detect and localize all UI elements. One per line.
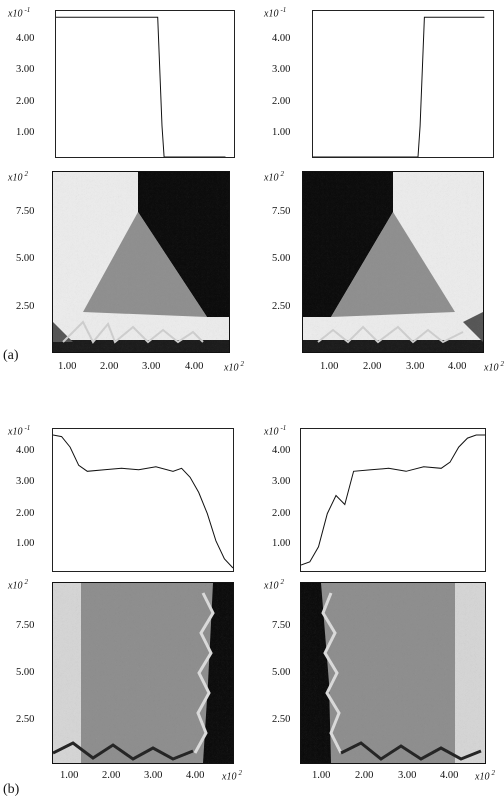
y-tick: 7.50 [16, 206, 35, 217]
y-exponent-label: x10 -1 [264, 6, 287, 20]
x-tick: 3.00 [398, 770, 417, 781]
panel-b-left-curve: x10 -1 4.00 3.00 2.00 1.00 [0, 420, 256, 575]
x-tick: 3.00 [144, 770, 163, 781]
y-tick: 4.00 [16, 445, 35, 456]
x-exponent-label: x10 2 [224, 360, 244, 374]
y-exponent-label: x10 -1 [264, 424, 287, 438]
y-tick: 7.50 [272, 620, 291, 631]
y-tick: 7.50 [16, 620, 35, 631]
y-tick: 2.00 [16, 508, 35, 519]
x-tick: 4.00 [185, 361, 204, 372]
y-tick: 2.50 [16, 301, 35, 312]
y-tick: 3.00 [272, 476, 291, 487]
x-tick: 2.00 [363, 361, 382, 372]
panel-b-left-image: x10 2 7.50 5.00 2.50 1.00 2.00 3.00 4.00 … [0, 578, 256, 782]
y-tick: 3.00 [16, 64, 35, 75]
x-tick: 1.00 [58, 361, 77, 372]
x-exponent-label: x10 2 [222, 769, 242, 783]
y-tick: 1.00 [16, 538, 35, 549]
density-image [52, 582, 234, 764]
y-exponent-label: x10 2 [8, 170, 28, 184]
x-tick: 4.00 [440, 770, 459, 781]
y-tick: 2.00 [16, 96, 35, 107]
x-tick: 3.00 [406, 361, 425, 372]
y-tick: 2.50 [272, 301, 291, 312]
y-exponent-label: x10 2 [264, 170, 284, 184]
y-tick: 1.00 [272, 127, 291, 138]
y-exponent-label: x10 2 [264, 578, 284, 592]
y-exponent-label: x10 2 [8, 578, 28, 592]
density-image [52, 171, 230, 353]
panel-b-right-image: x10 2 7.50 5.00 2.50 1.00 2.00 3.00 4.00 … [256, 578, 504, 782]
curve-plot [312, 10, 494, 158]
y-tick: 3.00 [272, 64, 291, 75]
y-tick: 5.00 [272, 667, 291, 678]
y-tick: 5.00 [16, 667, 35, 678]
panel-a-right-image: x10 2 7.50 5.00 2.50 1.00 2.00 3.00 4.00 … [256, 168, 504, 380]
x-tick: 4.00 [186, 770, 205, 781]
density-image [300, 582, 486, 764]
curve-plot [52, 428, 234, 572]
x-tick: 2.00 [102, 770, 121, 781]
y-tick: 4.00 [272, 33, 291, 44]
y-tick: 2.50 [16, 714, 35, 725]
x-tick: 1.00 [320, 361, 339, 372]
y-tick: 2.00 [272, 96, 291, 107]
density-image [302, 171, 484, 353]
y-tick: 5.00 [16, 253, 35, 264]
curve-plot [55, 10, 235, 158]
series-line [301, 434, 485, 566]
y-tick: 2.50 [272, 714, 291, 725]
series-line [313, 16, 485, 157]
x-exponent-label: x10 2 [475, 769, 495, 783]
y-tick: 5.00 [272, 253, 291, 264]
part-label-a: (a) [3, 348, 19, 363]
y-tick: 7.50 [272, 206, 291, 217]
panel-b-right-curve: x10 -1 4.00 3.00 2.00 1.00 [256, 420, 504, 575]
curve-plot [300, 428, 486, 572]
x-tick: 2.00 [100, 361, 119, 372]
panel-a-right-curve: x10 -1 4.00 3.00 2.00 1.00 [256, 0, 504, 165]
x-tick: 2.00 [355, 770, 374, 781]
x-tick: 3.00 [142, 361, 161, 372]
series-line [53, 434, 233, 569]
x-exponent-label: x10 2 [484, 360, 504, 374]
y-tick: 4.00 [16, 33, 35, 44]
y-exponent-label: x10 -1 [8, 6, 31, 20]
panel-a-left-curve: x10 -1 4.00 3.00 2.00 1.00 [0, 0, 240, 165]
series-line [56, 16, 226, 157]
y-tick: 3.00 [16, 476, 35, 487]
part-label-b: (b) [3, 782, 20, 797]
y-exponent-label: x10 -1 [8, 424, 31, 438]
x-tick: 1.00 [312, 770, 331, 781]
y-tick: 1.00 [16, 127, 35, 138]
y-tick: 1.00 [272, 538, 291, 549]
y-tick: 2.00 [272, 508, 291, 519]
y-tick: 4.00 [272, 445, 291, 456]
x-tick: 4.00 [448, 361, 467, 372]
panel-a-left-image: x10 2 7.50 5.00 2.50 1.00 2.00 3.00 4.00 … [0, 168, 256, 380]
x-tick: 1.00 [60, 770, 79, 781]
